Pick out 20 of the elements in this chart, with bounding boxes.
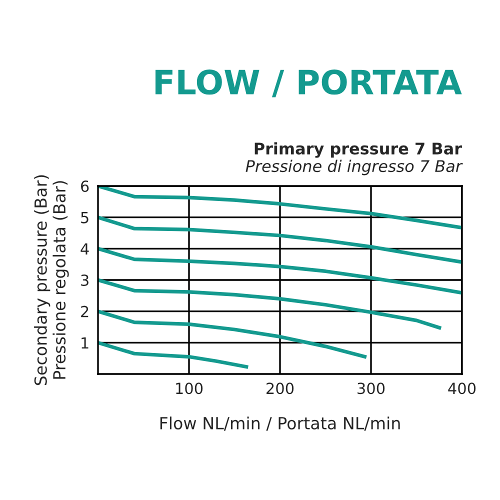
y-axis-title: Secondary pressure (Bar) Pressione regolata (Bar) [34, 175, 69, 386]
text: Pressione di ingresso 7 Bar [246, 160, 463, 176]
line-series [98, 278, 443, 330]
x-axis-title: Flow NL/min / Portata NL/min [160, 416, 400, 431]
x-tick-label: 200 [266, 382, 294, 394]
y-tick-label: 5 [81, 212, 88, 224]
x-tick-label: 100 [176, 382, 203, 394]
line-series [98, 216, 462, 264]
y-tick-label: 2 [81, 306, 88, 318]
x-tick-label: 300 [358, 382, 385, 394]
line-series [98, 340, 250, 369]
line-series [98, 246, 462, 295]
y-tick-label: 6 [81, 180, 89, 192]
line-series [98, 310, 368, 359]
y-tick-label: 3 [81, 274, 88, 286]
x-tick-label: 400 [448, 382, 476, 394]
y-tick-label: 4 [80, 243, 89, 254]
y-tick-label: 1 [82, 337, 88, 348]
chart-subtitle: Primary pressure 7 Bar [254, 142, 462, 158]
chart-title: FLOW / PORTATA [156, 69, 462, 98]
